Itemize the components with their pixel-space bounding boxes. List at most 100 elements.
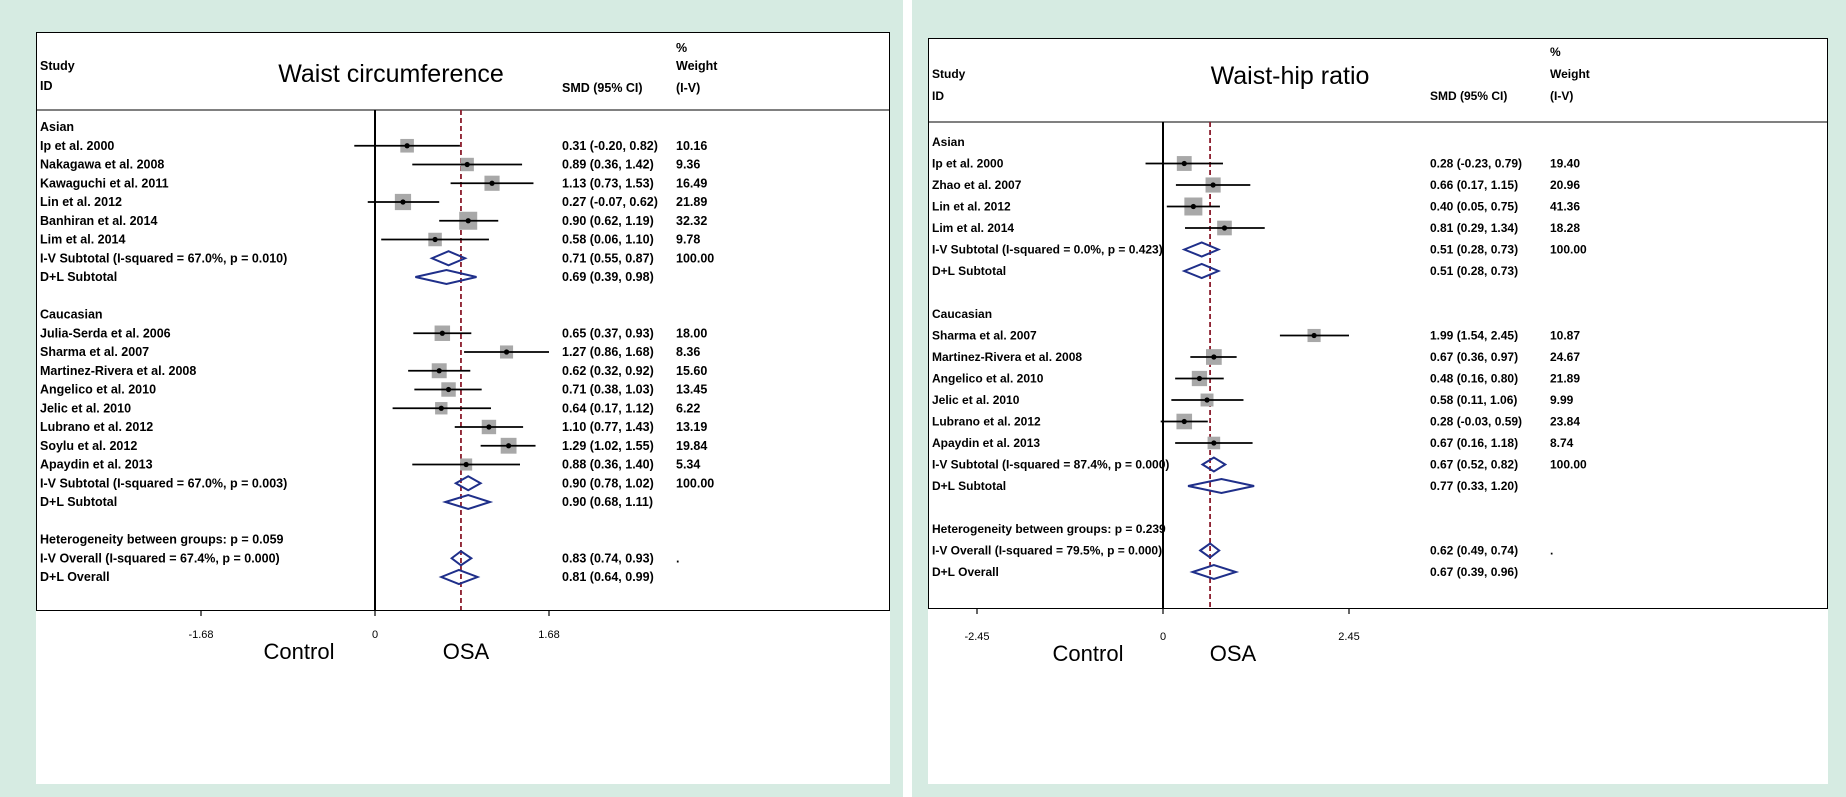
row-label: Ip et al. 2000 [932,157,1004,171]
row-smd-ci: 0.90 (0.62, 1.19) [562,214,654,228]
row-smd-ci: 0.69 (0.39, 0.98) [562,270,654,284]
point-estimate-dot [1221,225,1228,231]
study-row: Soylu et al. 2012 1.29 (1.02, 1.55) 19.84 [40,437,707,454]
pooled-row: I-V Subtotal (I-squared = 67.0%, p = 0.0… [40,475,714,492]
study-row: Sharma et al. 2007 1.99 (1.54, 2.45) 10.87 [932,329,1580,343]
study-row: Banhiran et al. 2014 0.90 (0.62, 1.19) 32.… [40,211,707,230]
row-weight: 8.74 [1550,436,1574,450]
pooled-row: I-V Overall (I-squared = 67.4%, p = 0.00… [40,550,679,567]
row-label: Lubrano et al. 2012 [40,420,153,434]
point-estimate-dot [1181,418,1187,425]
row-weight: 13.45 [676,383,707,397]
row-label: D+L Subtotal [932,264,1006,278]
pooled-estimate-diamond [1181,262,1222,280]
favours-osa-label: OSA [443,639,490,664]
row-weight: 10.16 [676,139,707,153]
study-row: Lin et al. 2012 0.40 (0.05, 0.75) 41.36 [932,197,1580,216]
pooled-estimate-diamond [1181,241,1222,258]
pooled-row: D+L Subtotal 0.51 (0.28, 0.73) [932,262,1518,280]
row-smd-ci: 0.81 (0.64, 0.99) [562,570,654,584]
row-weight: 18.00 [676,326,707,340]
study-row: Angelico et al. 2010 0.48 (0.16, 0.80) 21.… [932,370,1580,387]
study-row: Julia-Serda et al. 2006 0.65 (0.37, 0.93)… [40,325,707,341]
point-estimate-dot [506,443,512,449]
column-header-smd: SMD (95% CI) [1430,89,1507,103]
study-row: Jelic et al. 2010 0.64 (0.17, 1.12) 6.22 [40,401,700,415]
column-header-weight: Weight [676,59,718,73]
row-label: Nakagawa et al. 2008 [40,158,164,172]
column-header-weight-percent: % [676,41,687,55]
row-label: Caucasian [40,308,103,322]
pooled-estimate-diamond [415,268,477,286]
column-header-study: Study [40,59,75,73]
row-smd-ci: 0.77 (0.33, 1.20) [1430,479,1518,493]
axis-tick-label: -1.68 [188,629,213,641]
row-label: I-V Subtotal (I-squared = 67.0%, p = 0.0… [40,476,287,490]
study-row: Angelico et al. 2010 0.71 (0.38, 1.03) 13.… [40,382,707,397]
point-estimate-dot [465,218,471,224]
subgroup-header: Asian [40,120,74,134]
row-smd-ci: 1.13 (0.73, 1.53) [562,176,654,190]
pooled-row: I-V Subtotal (I-squared = 0.0%, p = 0.42… [932,241,1587,258]
subgroup-header: Heterogeneity between groups: p = 0.059 [40,533,284,547]
row-smd-ci: 1.27 (0.86, 1.68) [562,345,654,359]
point-estimate-dot [1211,354,1217,360]
row-smd-ci: 0.28 (-0.23, 0.79) [1430,157,1522,171]
column-header-weight: Weight [1550,67,1590,81]
row-label: Lim et al. 2014 [932,221,1014,235]
subgroup-header: Caucasian [932,307,992,321]
row-smd-ci: 1.10 (0.77, 1.43) [562,420,654,434]
row-label: Julia-Serda et al. 2006 [40,326,171,340]
row-smd-ci: 0.27 (-0.07, 0.62) [562,195,658,209]
study-row: Martinez-Rivera et al. 2008 0.67 (0.36, 0… [932,349,1580,365]
study-row: Lin et al. 2012 0.27 (-0.07, 0.62) 21.89 [40,193,707,211]
row-smd-ci: 0.58 (0.06, 1.10) [562,233,654,247]
favours-control-label: Control [1053,641,1124,666]
study-row: Lim et al. 2014 0.81 (0.29, 1.34) 18.28 [932,220,1580,236]
column-header-id: ID [932,89,944,103]
pooled-estimate-diamond [1198,542,1221,559]
point-estimate-dot [400,199,406,205]
pooled-row: D+L Subtotal 0.69 (0.39, 0.98) [40,268,654,286]
row-weight: 13.19 [676,420,707,434]
row-weight: 6.22 [676,401,700,415]
pooled-estimate-diamond [429,250,468,267]
point-estimate-dot [1181,160,1187,167]
row-weight: 18.28 [1550,221,1580,235]
point-estimate-dot [489,180,495,186]
row-weight: 15.60 [676,364,707,378]
axis-tick-label: 0 [372,629,378,641]
row-label: Angelico et al. 2010 [932,372,1044,386]
chart-title: Waist-hip ratio [1211,62,1370,90]
study-row: Sharma et al. 2007 1.27 (0.86, 1.68) 8.36 [40,345,700,359]
row-weight: . [676,551,679,565]
pooled-row: I-V Subtotal (I-squared = 67.0%, p = 0.0… [40,250,714,267]
column-header-weight-percent: % [1550,45,1561,59]
point-estimate-dot [486,424,492,430]
row-smd-ci: 0.62 (0.32, 0.92) [562,364,654,378]
pooled-estimate-diamond [453,475,483,492]
row-label: Banhiran et al. 2014 [40,214,157,228]
study-row: Lubrano et al. 2012 1.10 (0.77, 1.43) 13.1… [40,419,707,435]
row-weight: 10.87 [1550,329,1580,343]
row-smd-ci: 0.83 (0.74, 0.93) [562,551,654,565]
pooled-row: I-V Overall (I-squared = 79.5%, p = 0.00… [932,542,1553,559]
row-weight: . [1550,544,1553,558]
row-weight: 19.40 [1550,157,1580,171]
pooled-estimate-diamond [442,493,494,511]
row-label: Heterogeneity between groups: p = 0.239 [932,522,1166,536]
row-label: Asian [40,120,74,134]
axis-tick-label: 1.68 [538,629,559,641]
row-weight: 19.84 [676,439,707,453]
row-label: I-V Overall (I-squared = 67.4%, p = 0.00… [40,551,280,565]
row-label: Lin et al. 2012 [40,195,122,209]
row-label: Kawaguchi et al. 2011 [40,176,169,190]
point-estimate-dot [464,161,470,168]
row-label: Jelic et al. 2010 [932,393,1020,407]
row-smd-ci: 0.51 (0.28, 0.73) [1430,243,1518,257]
row-smd-ci: 0.65 (0.37, 0.93) [562,326,654,340]
study-row: Ip et al. 2000 0.28 (-0.23, 0.79) 19.40 [932,156,1580,171]
row-smd-ci: 0.90 (0.68, 1.11) [562,495,653,509]
row-smd-ci: 0.71 (0.55, 0.87) [562,251,654,265]
pooled-row: I-V Subtotal (I-squared = 87.4%, p = 0.0… [932,456,1587,473]
